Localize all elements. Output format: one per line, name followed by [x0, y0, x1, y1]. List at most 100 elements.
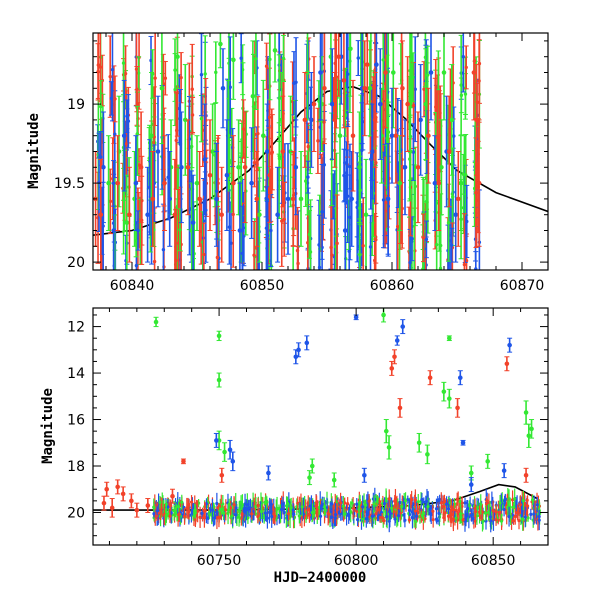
baseline-point-red: [382, 519, 386, 523]
baseline-point-blue: [155, 509, 159, 513]
data-point-red: [115, 484, 120, 490]
baseline-point-green: [297, 514, 301, 518]
streak-point-red: [264, 64, 269, 68]
baseline-point-green: [164, 513, 168, 517]
baseline-point-green: [350, 501, 354, 505]
baseline-point-red: [431, 518, 435, 522]
baseline-point-blue: [488, 515, 493, 519]
data-point-blue: [329, 101, 335, 107]
baseline-point-blue: [269, 502, 273, 506]
streak-point-red: [306, 241, 310, 245]
baseline-point-blue: [469, 513, 474, 517]
y-tick-label: 14: [67, 366, 85, 382]
data-point-blue: [507, 342, 512, 348]
panel-zoom: 60840 60850 60860 60870 19 19.5 20 Magnitude: [26, 32, 549, 294]
data-point-blue: [362, 472, 367, 478]
streak-point-green: [426, 73, 430, 77]
streak-point-blue: [348, 164, 352, 169]
baseline-point-green: [389, 506, 394, 510]
baseline-point-red: [335, 508, 339, 512]
data-point-green: [397, 180, 403, 186]
data-point-red: [471, 70, 477, 75]
streak-point-red: [113, 97, 117, 101]
streak-point-green: [121, 61, 126, 65]
streak-point-blue: [306, 175, 310, 179]
data-point-blue: [501, 468, 507, 473]
baseline-point-blue: [265, 516, 269, 520]
data-point-green: [218, 41, 223, 47]
data-point-green: [261, 133, 266, 138]
baseline-point-blue: [407, 508, 412, 512]
data-point-red: [98, 212, 104, 217]
baseline-point-green: [400, 505, 404, 509]
streak-point-green: [136, 71, 141, 75]
data-point-red: [231, 180, 236, 186]
baseline-point-red: [177, 512, 181, 516]
streak-point-blue: [148, 185, 152, 189]
data-point-blue: [457, 375, 463, 381]
data-point-green: [298, 196, 304, 202]
streak-point-red: [374, 238, 378, 242]
baseline-point-red: [169, 503, 173, 508]
streak-point-blue: [199, 73, 204, 77]
baseline-point-blue: [529, 512, 533, 516]
streak-point-green: [254, 56, 258, 61]
data-point-green: [216, 377, 222, 383]
data-point-blue: [394, 338, 400, 343]
baseline-point-blue: [503, 497, 507, 501]
streak-point-green: [189, 144, 194, 149]
baseline-point-green: [220, 507, 224, 511]
baseline-point-red: [439, 501, 443, 505]
streak-point-blue: [408, 260, 412, 265]
y-axis-title-top: Magnitude: [26, 113, 42, 189]
streak-point-green: [199, 116, 204, 121]
baseline-point-blue: [446, 507, 451, 511]
data-point-blue: [101, 165, 106, 170]
baseline-point-red: [224, 508, 228, 512]
data-point-green: [468, 470, 474, 476]
baseline-point-blue: [422, 500, 426, 504]
data-point-blue: [285, 196, 291, 202]
streak-point-blue: [346, 72, 350, 76]
baseline-point-red: [202, 515, 206, 519]
x-tick-label: 60850: [471, 553, 516, 569]
streak-point-blue: [396, 128, 400, 132]
data-point-red: [446, 149, 452, 154]
streak-point-blue: [356, 56, 360, 60]
data-point-green: [391, 70, 396, 75]
baseline-point-blue: [464, 516, 468, 520]
streak-point-red: [395, 224, 400, 229]
data-point-green: [257, 212, 262, 217]
data-point-green: [447, 396, 452, 401]
baseline-point-green: [526, 516, 530, 520]
data-point-green: [183, 117, 188, 123]
streak-point-blue: [474, 267, 478, 270]
data-point-blue: [111, 228, 117, 233]
streak-point-red: [421, 236, 426, 240]
baseline-point-blue: [339, 511, 343, 515]
baseline-point-red: [455, 497, 459, 501]
data-point-green: [272, 48, 278, 53]
baseline-point-red: [498, 510, 502, 514]
streak-point-green: [277, 156, 282, 161]
baseline-point-blue: [445, 502, 449, 506]
baseline-point-red: [273, 514, 277, 518]
streak-point-red: [267, 115, 272, 120]
data-point-blue: [220, 86, 226, 91]
baseline-point-green: [263, 500, 267, 504]
data-point-red: [219, 212, 224, 217]
baseline-point-blue: [200, 511, 204, 515]
streak-point-green: [307, 232, 312, 237]
data-point-green: [288, 149, 293, 154]
data-point-blue: [167, 196, 172, 202]
data-point-red: [254, 196, 260, 202]
baseline-point-red: [443, 511, 447, 515]
data-point-green: [231, 57, 236, 63]
baseline-point-blue: [279, 507, 284, 512]
baseline-point-blue: [330, 515, 334, 519]
streak-point-red: [282, 217, 286, 222]
plot-frame: [92, 307, 549, 546]
data-point-blue: [249, 180, 254, 186]
streak-point-red: [280, 219, 284, 223]
baseline-point-blue: [537, 514, 541, 519]
